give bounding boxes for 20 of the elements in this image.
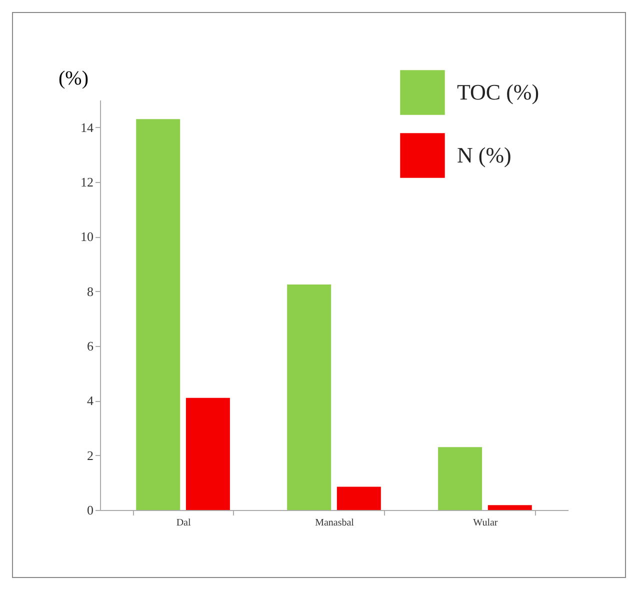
bar — [287, 284, 332, 510]
bar — [336, 486, 381, 510]
y-tick-label: 6 — [87, 338, 94, 354]
x-tick-label: Wular — [473, 518, 498, 528]
y-tick-label: 10 — [80, 229, 94, 244]
y-tick-label: 12 — [80, 174, 94, 190]
bar — [186, 398, 230, 510]
y-tick-label: 0 — [87, 502, 94, 518]
y-tick-label: 8 — [87, 284, 94, 299]
y-tick-label: 4 — [87, 393, 94, 408]
x-tick-label: Manasbal — [315, 518, 354, 528]
y-tick-label: 2 — [87, 448, 94, 463]
y-axis-title: (%) — [58, 68, 88, 90]
y-tick-label: 14 — [80, 120, 94, 135]
legend-label: N (%) — [457, 142, 512, 168]
legend-label: TOC (%) — [457, 80, 540, 104]
bar — [136, 119, 180, 510]
bar — [438, 447, 482, 510]
bar — [488, 505, 532, 510]
x-tick-label: Dal — [176, 518, 191, 528]
